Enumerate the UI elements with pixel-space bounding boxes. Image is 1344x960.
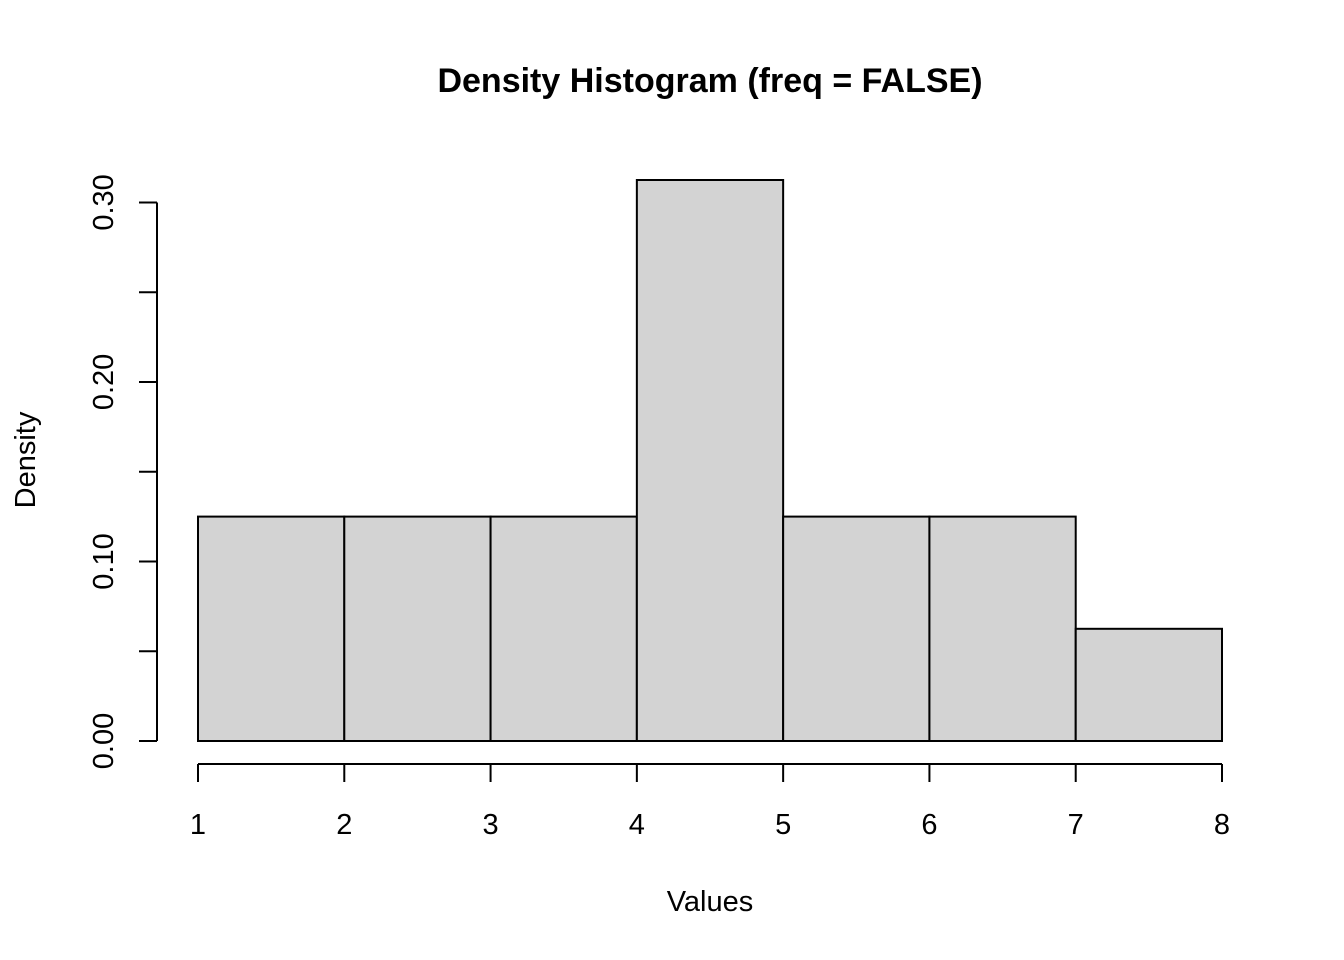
y-tick-label: 0.10 xyxy=(88,533,120,589)
x-tick-label: 6 xyxy=(921,809,937,841)
y-axis-label: Density xyxy=(10,411,42,508)
histogram-bar-7 xyxy=(1074,627,1223,742)
x-tick-label: 4 xyxy=(629,809,645,841)
y-tick-label: 0.20 xyxy=(88,354,120,410)
histogram-bars xyxy=(197,179,1223,742)
histogram-bar-6 xyxy=(928,515,1077,742)
x-tick-label: 2 xyxy=(336,809,352,841)
x-tick-label: 1 xyxy=(190,809,206,841)
histogram-bar-5 xyxy=(782,515,931,742)
x-tick-label: 3 xyxy=(483,809,499,841)
x-axis: 1 2 3 4 5 6 7 8 xyxy=(190,763,1230,841)
x-tick-label: 5 xyxy=(775,809,791,841)
histogram-bar-1 xyxy=(197,515,346,742)
x-tick-label: 7 xyxy=(1068,809,1084,841)
y-tick-label: 0.30 xyxy=(88,174,120,230)
x-tick-label: 8 xyxy=(1214,809,1230,841)
histogram-bar-2 xyxy=(343,515,492,742)
histogram-bar-4 xyxy=(635,179,785,742)
histogram-bar-3 xyxy=(489,515,638,742)
y-axis: 0.00 0.10 0.20 0.30 xyxy=(88,174,158,769)
x-axis-label: Values xyxy=(667,886,754,918)
chart-title: Density Histogram (freq = FALSE) xyxy=(437,62,982,100)
y-tick-label: 0.00 xyxy=(88,713,120,769)
